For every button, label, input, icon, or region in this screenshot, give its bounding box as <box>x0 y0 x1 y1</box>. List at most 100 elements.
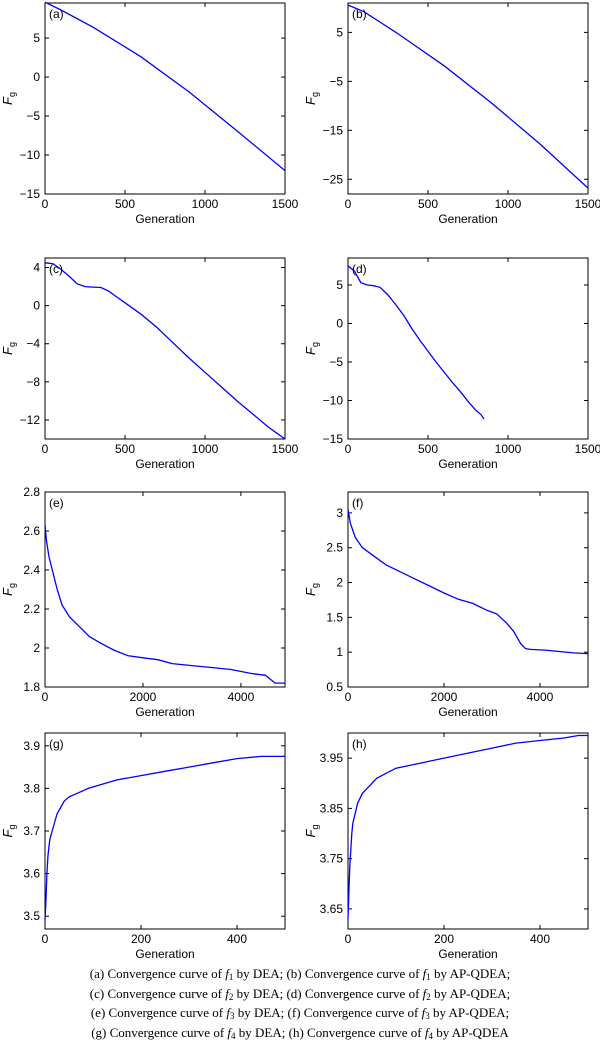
caption-sub: 2 <box>426 991 431 1002</box>
panel-b-series-line <box>347 4 589 189</box>
panel-a-series-line <box>44 1 286 172</box>
panel-e-xtick-label: 4000 <box>228 690 255 704</box>
panel-a-ytick-label: 5 <box>33 31 40 45</box>
panel-c-ytick-label: −8 <box>26 375 40 389</box>
panel-f-ylabel-main: F <box>303 587 318 596</box>
caption-line-4: (g) Convergence curve of f4 by DEA; (h) … <box>0 1023 600 1043</box>
panel-d-xlabel: Generation <box>438 457 497 471</box>
panel-h-series-line <box>347 734 588 919</box>
panel-b-ytick-label: −15 <box>323 123 344 137</box>
caption-sub: 2 <box>228 991 234 1002</box>
panel-d-label: (d) <box>352 262 367 276</box>
panel-d-xtick-label: 1500 <box>575 442 600 456</box>
panel-d-ylabel-sub: g <box>310 342 320 347</box>
caption-text: by DEA; (b) Convergence curve of <box>233 966 423 981</box>
panel-g-ylabel-main: F <box>0 828 15 837</box>
caption-sub: 4 <box>231 1030 236 1041</box>
panel-f-ytick-label: 3 <box>336 506 343 520</box>
panel-g-xtick-label: 200 <box>131 932 151 946</box>
panel-f-axes-frame <box>347 491 589 688</box>
panel-d-ytick-label: 5 <box>336 278 343 292</box>
panel-f-ylabel: Fg <box>303 583 320 596</box>
panel-g-xlabel: Generation <box>135 947 194 961</box>
panel-e-ytick-label: 2.6 <box>23 524 40 538</box>
panel-a-ytick-label: −5 <box>26 109 40 123</box>
panel-c-xtick-label: 1000 <box>192 442 219 456</box>
panel-f-ylabel-sub: g <box>310 583 320 588</box>
panel-a-ytick-label: −15 <box>20 187 41 201</box>
panel-d-xtick-label: 500 <box>418 442 438 456</box>
panel-c-series-line <box>44 262 286 440</box>
caption-text: (a) Convergence curve of <box>89 966 226 981</box>
panel-b-ytick-label: −5 <box>329 74 343 88</box>
caption-text: by DEA; (h) Convergence curve of <box>235 1024 425 1040</box>
panel-h-ylabel: Fg <box>303 825 320 838</box>
panel-h-ytick-label: 3.95 <box>320 751 344 765</box>
panel-f-ytick-label: 1 <box>336 645 343 659</box>
panel-g-ytick-label: 3.5 <box>23 909 40 923</box>
panel-a-ylabel: Fg <box>0 92 17 105</box>
panel-c-xtick-label: 500 <box>115 442 135 456</box>
panel-a-label: (a) <box>49 7 64 21</box>
panel-g-ytick-label: 3.8 <box>23 781 40 795</box>
panel-g-xtick-label: 0 <box>42 932 49 946</box>
panel-g-ytick-label: 3.7 <box>23 824 40 838</box>
panel-a-xtick-label: 1500 <box>272 197 299 211</box>
panel-h-xtick-label: 400 <box>530 932 550 946</box>
caption-line-1: (a) Convergence curve of f1 by DEA; (b) … <box>0 964 600 984</box>
panel-a-ytick-label: −10 <box>20 148 41 162</box>
caption-func: f <box>227 1024 232 1040</box>
panel-f-ytick-label: 0.5 <box>326 680 343 694</box>
panel-h-label: (h) <box>352 737 367 751</box>
caption-sub: 1 <box>426 972 431 982</box>
caption-func: f <box>226 1005 230 1020</box>
panel-c-xtick-label: 1500 <box>272 442 299 456</box>
panel-e-ytick-label: 1.8 <box>23 680 40 694</box>
panel-h-xtick-label: 0 <box>345 932 352 946</box>
panel-g-ytick-label: 3.6 <box>23 867 40 881</box>
caption-sub: 3 <box>229 1011 235 1021</box>
panel-e-ytick-label: 2.4 <box>23 563 40 577</box>
panel-b-ytick-label: 5 <box>336 25 343 39</box>
panel-a-ylabel-sub: g <box>7 92 17 97</box>
panel-h-ytick-label: 3.75 <box>320 852 344 866</box>
panel-f-ytick-label: 2 <box>336 576 343 590</box>
panel-d-xtick-label: 0 <box>345 442 352 456</box>
panel-g-ytick-label: 3.9 <box>23 739 40 753</box>
panel-d-ylabel: Fg <box>303 342 320 355</box>
panel-f-xtick-label: 2000 <box>431 690 458 704</box>
panel-c-ytick-label: 4 <box>33 261 40 275</box>
panel-f-ytick-label: 1.5 <box>326 610 343 624</box>
panel-h-ylabel-sub: g <box>310 825 320 830</box>
panel-c-xlabel: Generation <box>135 457 194 471</box>
panel-d-xtick-label: 1000 <box>495 442 522 456</box>
panel-c-ytick-label: −12 <box>20 413 41 427</box>
panel-e-ytick-label: 2.8 <box>23 485 40 499</box>
caption-func: f <box>421 1005 426 1020</box>
panel-g-series-line <box>44 755 285 921</box>
panel-a-ytick-label: 0 <box>33 70 40 84</box>
panel-b-ylabel-sub: g <box>310 92 320 97</box>
caption-text: (c) Convergence curve of <box>89 985 226 1001</box>
panel-f-ytick-label: 2.5 <box>326 541 343 555</box>
panel-c-ylabel: Fg <box>0 342 17 355</box>
caption-text: by DEA; (f) Convergence curve of <box>234 1005 422 1020</box>
caption-sub: 3 <box>425 1011 430 1021</box>
panel-h-ytick-label: 3.65 <box>320 902 344 916</box>
panel-e-xtick-label: 2000 <box>130 690 157 704</box>
panel-e-ytick-label: 2 <box>33 641 40 655</box>
caption-text: by AP-QDEA; <box>429 1005 510 1020</box>
panel-a-ylabel-main: F <box>0 96 15 105</box>
panel-d-axes-frame <box>347 257 589 440</box>
caption-text: (e) Convergence curve of <box>90 1005 227 1020</box>
caption-text: by AP-QDEA; <box>430 966 511 981</box>
figure-caption: (a) Convergence curve of f 1 by DEA; (b) … <box>0 964 600 1042</box>
panel-b-xtick-label: 1000 <box>495 197 522 211</box>
panel-b-axes-frame <box>347 2 589 195</box>
panel-b-xlabel: Generation <box>438 212 497 226</box>
panel-b-xtick-label: 500 <box>418 197 438 211</box>
panel-c-ytick-label: −4 <box>26 337 40 351</box>
panel-c-ylabel-sub: g <box>7 342 17 347</box>
panel-c-ytick-label: 0 <box>33 299 40 313</box>
panel-g-ylabel: Fg <box>0 825 17 838</box>
